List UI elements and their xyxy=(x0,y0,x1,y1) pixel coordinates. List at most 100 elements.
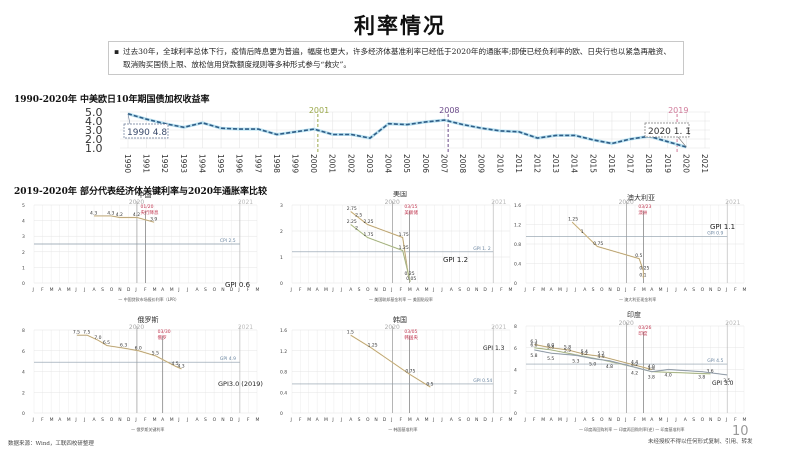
data-label: 4.8 xyxy=(606,364,613,370)
cpi-value-label: GPI 0.6 xyxy=(225,281,251,289)
rate-series-line xyxy=(350,211,410,277)
data-label: 2.25 xyxy=(363,219,373,225)
month-tick: J xyxy=(390,287,392,293)
month-tick: D xyxy=(383,417,387,423)
month-tick: F xyxy=(400,287,403,293)
month-tick: M xyxy=(425,417,429,423)
data-label: 5.5 xyxy=(547,356,554,362)
chart-legend: — 俄罗斯关键利率 xyxy=(131,426,164,432)
cpi-line-label: GPI 0.9 xyxy=(707,231,723,237)
section-title-key-rates: 2019-2020年 部分代表经济体关键利率与2020年通胀率比较 xyxy=(14,187,268,197)
event-year-label: 2001 xyxy=(309,106,329,115)
month-tick: A xyxy=(316,287,320,293)
month-tick: M xyxy=(425,287,429,293)
month-tick: J xyxy=(432,287,434,293)
data-label: 6.0 xyxy=(530,342,537,348)
data-label: 4.2 xyxy=(116,212,123,218)
data-label: 7.5 xyxy=(73,330,80,336)
rate-series-outline xyxy=(350,224,411,282)
month-tick: M xyxy=(408,417,412,423)
x-tick-label: 2017 xyxy=(626,154,635,173)
month-tick: J xyxy=(331,287,333,293)
year-label-2020: 2020 xyxy=(619,320,634,327)
month-tick: M xyxy=(509,287,513,293)
bond-yield-chart: 5.04.03.02.01.0 1990 1991 1992 1993 1994 1995 1… xyxy=(85,106,710,173)
rate-series-line xyxy=(94,215,155,223)
month-tick: M xyxy=(509,417,513,423)
month-tick: M xyxy=(558,287,562,293)
month-tick: D xyxy=(483,417,487,423)
rate-series-outline xyxy=(94,215,155,223)
y-tick-label: 4 xyxy=(22,219,25,225)
x-tick-label: 2021 xyxy=(700,154,709,173)
month-tick: J xyxy=(134,287,136,293)
month-tick: A xyxy=(650,417,654,423)
month-tick: N xyxy=(374,287,377,293)
data-label: 0.25 xyxy=(405,271,415,277)
data-label: 3.9 xyxy=(150,217,157,223)
month-tick: J xyxy=(32,417,34,423)
rate-series-outline xyxy=(534,349,728,376)
month-tick: J xyxy=(290,417,292,423)
chart-title: 俄罗斯 xyxy=(138,316,159,324)
x-tick-label: 2003 xyxy=(365,154,374,173)
month-tick: J xyxy=(574,287,576,293)
chart-title: 中国 xyxy=(138,191,152,199)
x-tick-label: 2020 xyxy=(681,154,690,173)
cpi-line-label: GPI 0.54 xyxy=(473,378,492,384)
month-tick: F xyxy=(400,417,403,423)
month-tick: O xyxy=(467,287,471,293)
month-tick: J xyxy=(390,417,392,423)
chart-title: 韩国 xyxy=(393,316,407,324)
data-label: 5.0 xyxy=(589,362,596,368)
event-date: 03/05 xyxy=(404,329,417,335)
y-tick-label: 5 xyxy=(22,203,25,209)
month-tick: D xyxy=(230,417,234,423)
year-label-2021: 2021 xyxy=(491,199,506,206)
copyright-note: 未经授权不得以任何形式复制、引用、转发 xyxy=(648,439,753,445)
month-tick: A xyxy=(416,417,420,423)
month-tick: M xyxy=(256,287,260,293)
data-label: 5.4 xyxy=(581,349,588,355)
month-tick: O xyxy=(110,417,114,423)
data-label: 1.25 xyxy=(568,217,578,223)
month-tick: D xyxy=(127,287,131,293)
cpi-value-label: GPI 3.0 xyxy=(712,380,734,387)
callout-2020-text: 2020 1. 1 xyxy=(648,127,691,137)
data-label: 5.5 xyxy=(152,350,159,356)
month-tick: J xyxy=(177,417,179,423)
y-tick-label: 8 xyxy=(514,324,517,330)
year-label-2021: 2021 xyxy=(725,320,740,327)
month-tick: S xyxy=(358,417,361,423)
month-tick: O xyxy=(701,287,705,293)
month-tick: A xyxy=(550,287,554,293)
month-tick: A xyxy=(650,287,654,293)
month-tick: A xyxy=(450,287,454,293)
x-tick-label: 1991 xyxy=(142,154,151,173)
month-tick: S xyxy=(204,417,207,423)
month-tick: F xyxy=(634,287,637,293)
y-tick-label: 0.8 xyxy=(280,370,287,376)
page-title: 利率情况 xyxy=(354,13,446,38)
month-tick: J xyxy=(725,417,727,423)
y-tick-label: 0 xyxy=(280,411,283,417)
month-tick: J xyxy=(74,287,76,293)
data-label: 6.0 xyxy=(135,345,142,351)
x-tick-label: 1998 xyxy=(272,154,281,173)
month-tick: J xyxy=(340,287,342,293)
event-label: 美联储 xyxy=(404,209,418,216)
month-tick: F xyxy=(247,287,250,293)
data-label: 5.5 xyxy=(564,348,571,354)
callout-1990-text: 1990 4.8 xyxy=(127,128,167,138)
month-tick: J xyxy=(83,287,85,293)
month-tick: J xyxy=(186,417,188,423)
data-label: 1.25 xyxy=(368,343,378,349)
event-date: 03/26 xyxy=(638,325,651,331)
y-tick-label: 1 xyxy=(280,255,283,261)
month-tick: A xyxy=(550,417,554,423)
data-label: 0.5 xyxy=(635,253,642,259)
y-tick-label: 3 xyxy=(22,234,25,240)
month-tick: M xyxy=(67,417,71,423)
month-tick: J xyxy=(83,417,85,423)
